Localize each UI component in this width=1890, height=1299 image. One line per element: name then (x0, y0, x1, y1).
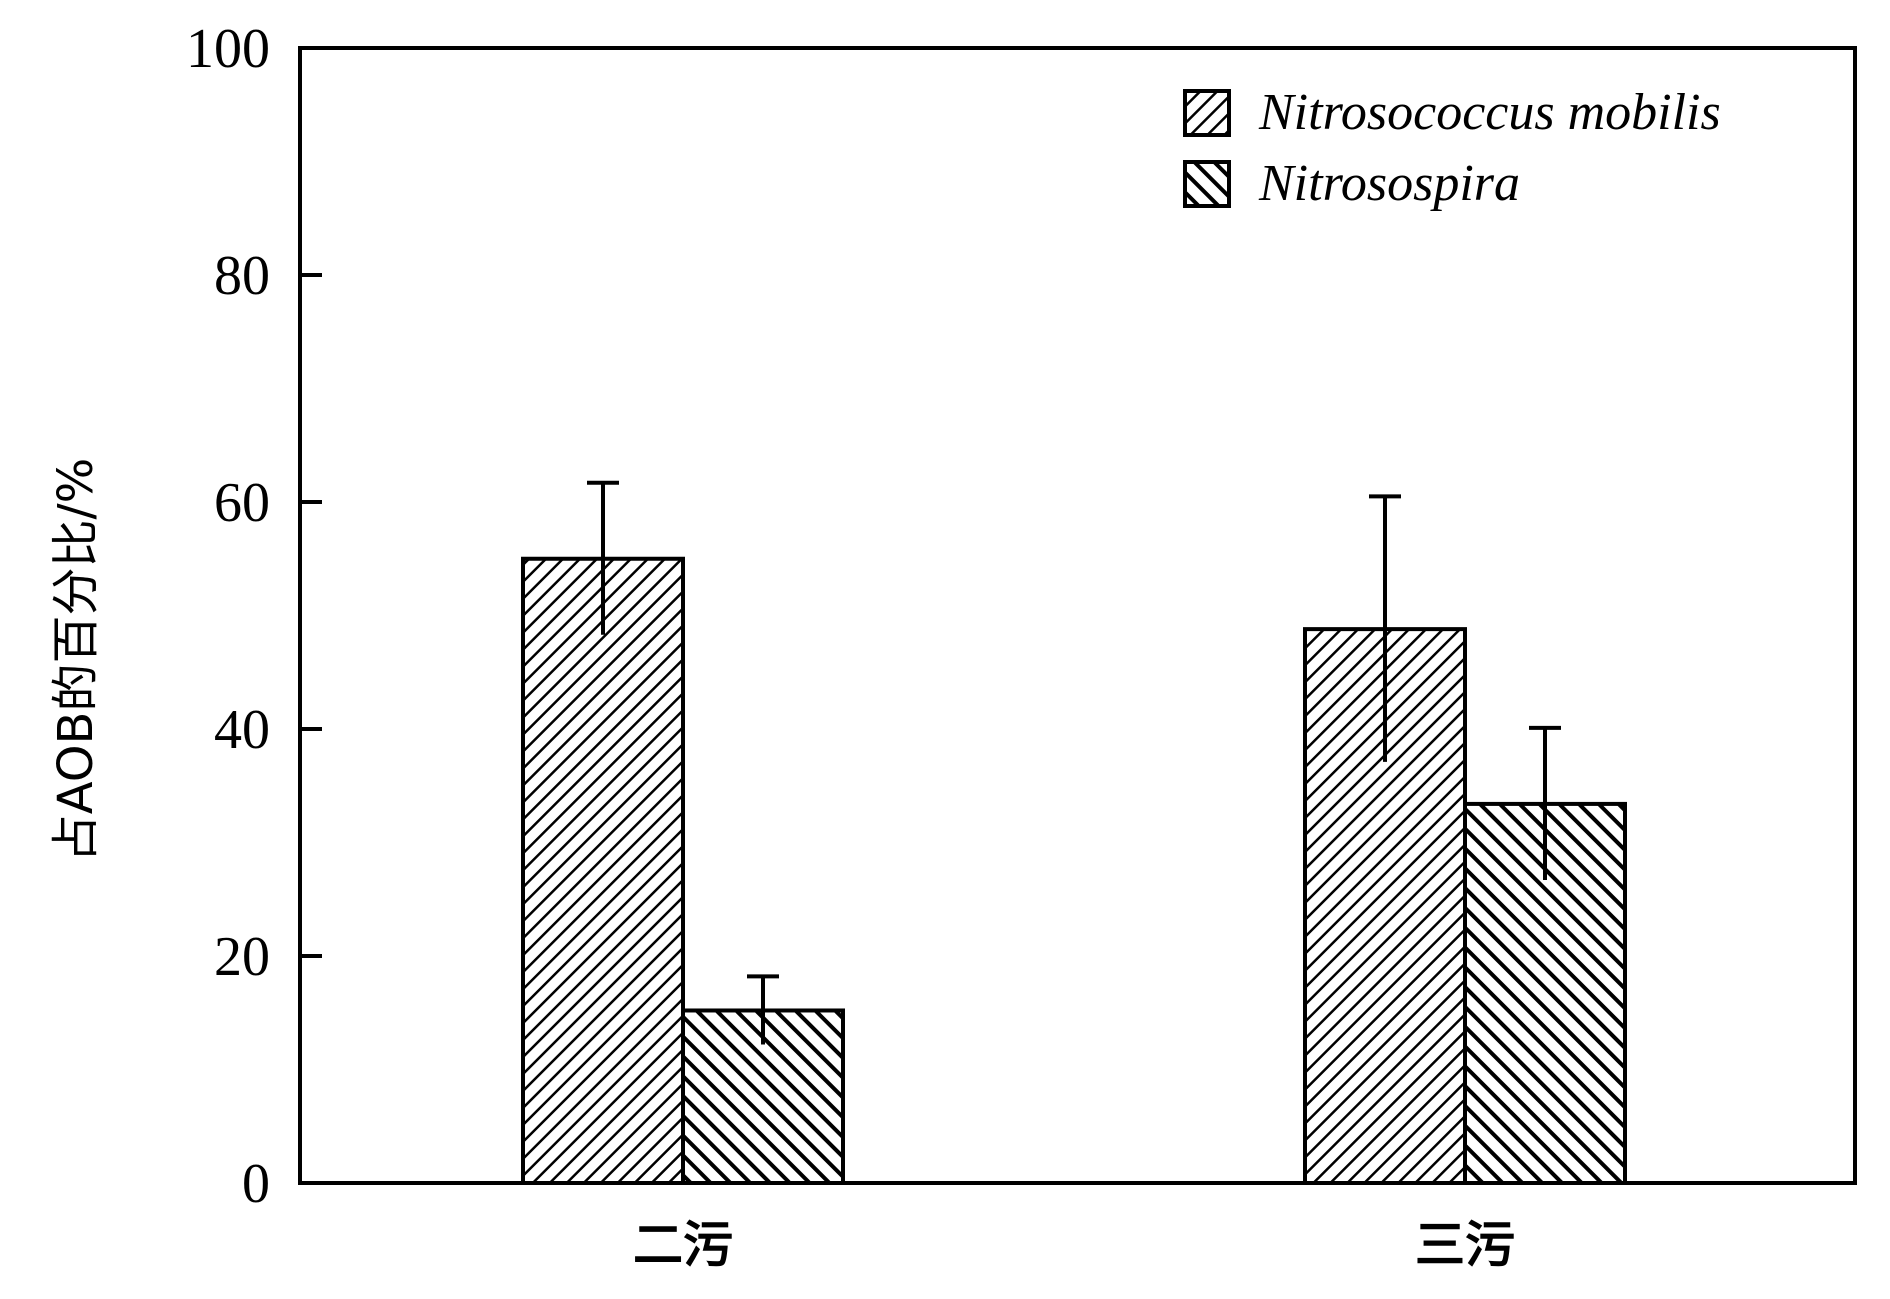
y-axis-title: 占AOB的百分比/% (48, 458, 104, 863)
y-tick-label: 60 (214, 472, 270, 534)
y-tick-label: 0 (242, 1153, 270, 1215)
bar-chart: 020406080100 二污 三污 Nitrosococcus mobilisN… (0, 0, 1890, 1299)
y-tick-label: 80 (214, 245, 270, 307)
legend-label: Nitrosospira (1258, 155, 1520, 212)
x-category-label: 二污 (633, 1216, 733, 1274)
bar-nitrosococcus-1 (523, 559, 683, 1183)
legend-swatch (1185, 162, 1229, 206)
plot-area (300, 48, 1855, 1183)
y-tick-label: 20 (214, 926, 270, 988)
x-axis: 二污 三污 (633, 1216, 1515, 1274)
legend: Nitrosococcus mobilis Nitrosospira (1185, 84, 1721, 212)
x-category-label: 三污 (1415, 1216, 1515, 1274)
y-tick-label: 40 (214, 699, 270, 761)
y-tick-label: 100 (186, 18, 270, 80)
legend-swatch (1185, 91, 1229, 135)
legend-label: Nitrosococcus mobilis (1258, 84, 1721, 141)
